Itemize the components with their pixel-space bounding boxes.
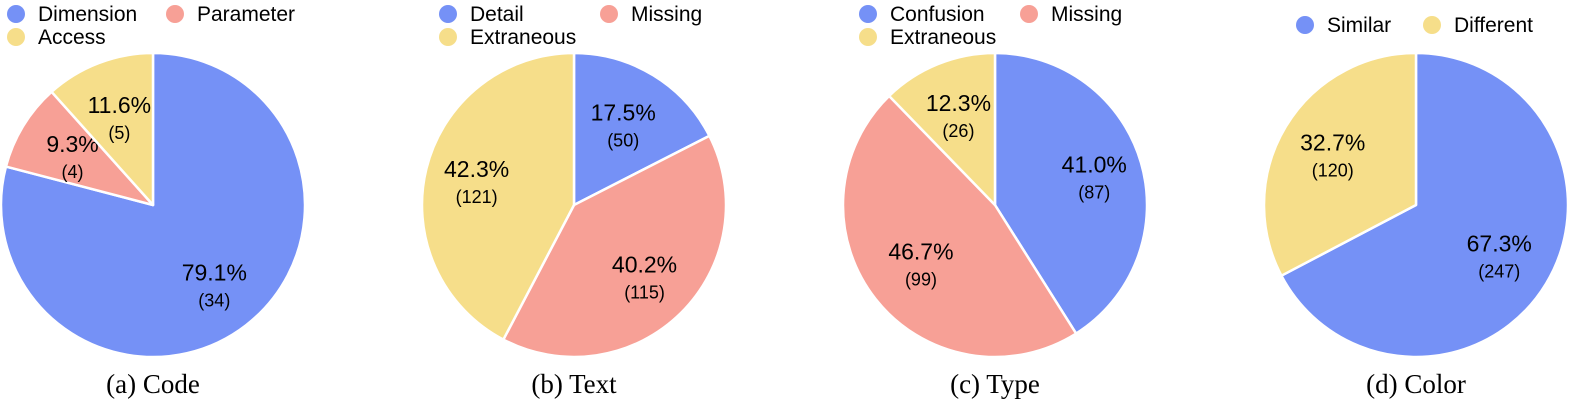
legend-marker-parameter — [166, 5, 184, 23]
legend-marker-extraneous — [859, 28, 877, 46]
pie-panel-1: 79.1%(34)9.3%(4)11.6%(5)Dimension Paramet… — [0, 3, 307, 399]
slice-count-label: (5) — [108, 123, 130, 143]
legend-label-extraneous: Extraneous — [470, 26, 576, 49]
slice-percent-label: 42.3% — [444, 156, 509, 182]
slice-percent-label: 79.1% — [182, 259, 247, 285]
pie-slice-dimension — [0, 51, 307, 359]
legend-label-missing: Missing — [631, 3, 702, 26]
slice-count-label: (99) — [905, 269, 937, 289]
slice-count-label: (87) — [1078, 182, 1110, 202]
legend-label-extraneous: Extraneous — [890, 26, 996, 49]
panel-caption: (c) Type — [950, 369, 1040, 399]
legend-marker-similar — [1296, 16, 1314, 34]
legend-label-similar: Similar — [1327, 14, 1391, 37]
slice-percent-label: 67.3% — [1467, 230, 1532, 256]
slice-count-label: (4) — [62, 162, 84, 182]
pie-panel-4: 67.3% (247) 32.7% (120) Similar Different (d) … — [1262, 14, 1570, 399]
slice-count-label: (121) — [456, 187, 498, 207]
legend-label-dimension: Dimension — [38, 3, 137, 26]
pie-slice-access — [50, 51, 155, 207]
legend-label-parameter: Parameter — [197, 3, 295, 26]
slice-percent-label: 11.6% — [88, 92, 152, 118]
slice-percent-label: 32.7% — [1300, 130, 1365, 156]
slice-percent-label: 17.5% — [591, 100, 656, 126]
pie-slice-similar — [1280, 51, 1570, 359]
pie-slice-missing — [502, 134, 728, 359]
legend-marker-missing — [600, 5, 618, 23]
slice-percent-label: 40.2% — [612, 251, 677, 277]
pie-slice-detail — [572, 51, 711, 207]
legend-marker-access — [7, 28, 25, 46]
pie-slice-extraneous — [420, 51, 576, 341]
slice-percent-label: 41.0% — [1062, 151, 1127, 177]
slice-count-label: (50) — [607, 131, 639, 151]
panel-caption: (a) Code — [106, 369, 200, 399]
legend-marker-dimension — [7, 5, 25, 23]
panel-caption: (b) Text — [531, 369, 617, 399]
legend-marker-different — [1423, 16, 1441, 34]
legend-marker-missing — [1020, 5, 1038, 23]
slice-count-label: (34) — [198, 290, 230, 310]
pie-panel-3: 41.0% (87) 46.7% (99) 12.3% (26) Confusion Miss… — [841, 3, 1149, 399]
panel-caption: (d) Color — [1366, 369, 1466, 399]
slice-count-label: (26) — [942, 121, 974, 141]
legend-label-detail: Detail — [470, 3, 524, 26]
pie-slice-parameter — [4, 90, 155, 207]
legend-marker-detail — [439, 5, 457, 23]
legend-label-missing: Missing — [1051, 3, 1122, 26]
slice-count-label: (120) — [1312, 161, 1354, 181]
legend-label-access: Access — [38, 26, 106, 49]
legend-label-different: Different — [1454, 14, 1533, 37]
legend-marker-extraneous — [439, 28, 457, 46]
slice-percent-label: 46.7% — [888, 238, 953, 264]
slice-count-label: (115) — [624, 282, 665, 302]
pie-slice-different — [1262, 51, 1418, 277]
legend-label-confusion: Confusion — [890, 3, 985, 26]
slice-percent-label: 12.3% — [926, 90, 991, 116]
pie-slice-extraneous — [887, 51, 997, 207]
pie-panel-2: 17.5% (50) 40.2% (115) 42.3% (121) Detail Missi… — [420, 3, 728, 399]
slice-count-label: (247) — [1478, 261, 1520, 281]
legend-marker-confusion — [859, 5, 877, 23]
pie-slice-missing — [841, 94, 1078, 359]
